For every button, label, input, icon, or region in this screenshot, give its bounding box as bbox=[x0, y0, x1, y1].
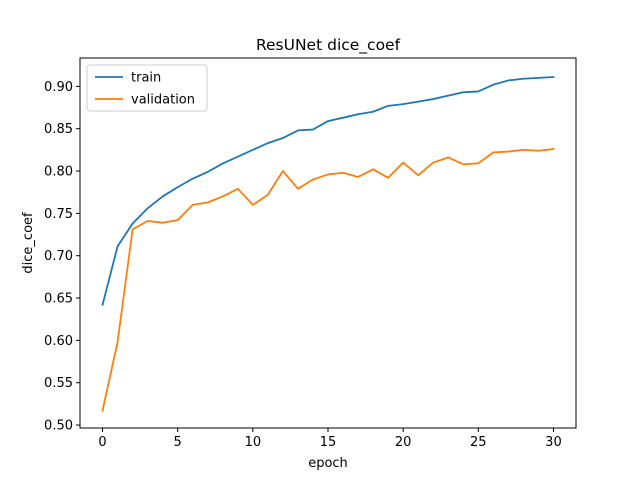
validation-data-point bbox=[297, 188, 299, 190]
x-tick-label: 5 bbox=[174, 435, 182, 450]
validation-data-point bbox=[102, 410, 104, 412]
validation-legend-label: validation bbox=[131, 93, 195, 108]
y-tick-label: 0.75 bbox=[44, 207, 73, 222]
validation-data-point bbox=[312, 178, 314, 180]
x-axis: 0 5 10 15 20 25 30 bbox=[98, 428, 562, 450]
validation-data-point bbox=[507, 151, 509, 153]
y-tick-label: 0.50 bbox=[44, 419, 73, 434]
x-tick-label: 30 bbox=[545, 435, 562, 450]
y-tick-label: 0.85 bbox=[44, 122, 73, 137]
x-axis-label: epoch bbox=[308, 456, 348, 471]
validation-data-point bbox=[372, 168, 374, 170]
legend: train validation bbox=[86, 64, 208, 112]
train-data-point bbox=[207, 171, 209, 173]
y-tick-label: 0.55 bbox=[44, 376, 73, 391]
train-data-point bbox=[312, 129, 314, 131]
validation-series-line bbox=[101, 148, 555, 412]
validation-data-point bbox=[417, 174, 419, 176]
validation-data-point bbox=[522, 149, 524, 151]
train-data-point bbox=[162, 195, 164, 197]
validation-data-point bbox=[162, 222, 164, 224]
validation-data-point bbox=[432, 162, 434, 164]
train-data-point bbox=[537, 77, 539, 79]
train-data-point bbox=[417, 101, 419, 103]
train-data-point bbox=[117, 245, 119, 247]
x-tick-label: 10 bbox=[245, 435, 262, 450]
validation-data-point bbox=[132, 228, 134, 230]
validation-data-point bbox=[252, 204, 254, 206]
x-tick-label: 20 bbox=[395, 435, 412, 450]
validation-data-point bbox=[222, 195, 224, 197]
x-tick-label: 25 bbox=[470, 435, 487, 450]
validation-data-point bbox=[477, 162, 479, 164]
train-data-point bbox=[372, 111, 374, 113]
validation-data-point bbox=[207, 201, 209, 203]
train-data-point bbox=[342, 117, 344, 119]
y-tick-label: 0.80 bbox=[44, 165, 73, 180]
y-axis-label: dice_coef bbox=[21, 212, 36, 274]
train-data-point bbox=[282, 137, 284, 139]
train-data-point bbox=[102, 304, 104, 306]
validation-data-point bbox=[537, 150, 539, 152]
y-axis: 0.50 0.55 0.60 0.65 0.70 0.75 0.80 0.85 0.90 bbox=[44, 80, 80, 434]
train-data-point bbox=[327, 120, 329, 122]
validation-data-point bbox=[192, 204, 194, 206]
validation-data-point bbox=[327, 173, 329, 175]
train-data-point bbox=[222, 162, 224, 164]
chart-title: ResUNet dice_coef bbox=[256, 36, 401, 55]
train-data-point bbox=[552, 76, 554, 78]
train-data-point bbox=[447, 95, 449, 97]
validation-data-point bbox=[342, 172, 344, 174]
train-data-point bbox=[147, 207, 149, 209]
series-layer bbox=[101, 76, 555, 412]
train-data-point bbox=[507, 79, 509, 81]
validation-data-point bbox=[492, 151, 494, 153]
train-data-point bbox=[177, 186, 179, 188]
validation-data-point bbox=[387, 177, 389, 179]
train-data-point bbox=[522, 78, 524, 80]
train-data-point bbox=[387, 105, 389, 107]
train-data-point bbox=[492, 84, 494, 86]
y-tick-label: 0.70 bbox=[44, 249, 73, 264]
train-data-point bbox=[462, 91, 464, 93]
train-series-line bbox=[101, 76, 555, 306]
train-data-point bbox=[432, 98, 434, 100]
train-data-point bbox=[477, 90, 479, 92]
x-tick-label: 15 bbox=[320, 435, 337, 450]
y-tick-label: 0.60 bbox=[44, 334, 73, 349]
y-tick-label: 0.65 bbox=[44, 292, 73, 307]
train-data-point bbox=[402, 103, 404, 105]
train-data-point bbox=[192, 178, 194, 180]
train-data-point bbox=[237, 156, 239, 158]
validation-data-point bbox=[552, 148, 554, 150]
y-tick-label: 0.90 bbox=[44, 80, 73, 95]
validation-data-point bbox=[237, 188, 239, 190]
validation-data-point bbox=[177, 219, 179, 221]
train-data-point bbox=[132, 223, 134, 225]
validation-data-point bbox=[447, 156, 449, 158]
validation-data-point bbox=[117, 341, 119, 343]
train-data-point bbox=[357, 113, 359, 115]
train-data-point bbox=[252, 149, 254, 151]
validation-data-point bbox=[147, 220, 149, 222]
x-tick-label: 0 bbox=[98, 435, 106, 450]
validation-data-point bbox=[357, 176, 359, 178]
train-legend-label: train bbox=[131, 71, 161, 86]
validation-data-point bbox=[282, 170, 284, 172]
validation-data-point bbox=[402, 162, 404, 164]
validation-data-point bbox=[462, 163, 464, 165]
validation-data-point bbox=[267, 194, 269, 196]
train-data-point bbox=[297, 129, 299, 131]
train-data-point bbox=[267, 142, 269, 144]
